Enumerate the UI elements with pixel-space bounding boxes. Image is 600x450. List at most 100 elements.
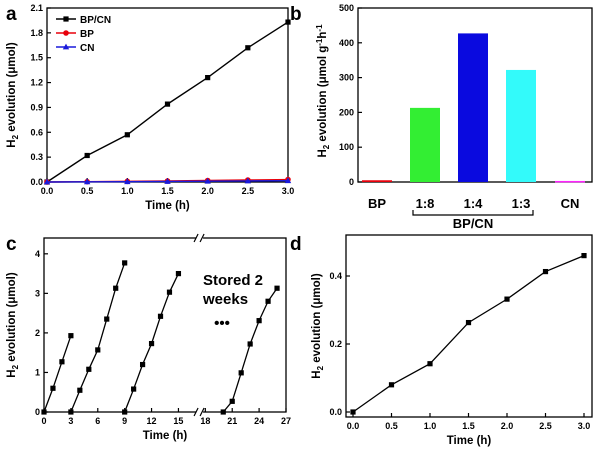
panel-c-x-axis-label: Time (h) <box>143 430 188 442</box>
data-point <box>166 289 173 295</box>
bar-cn <box>555 180 585 183</box>
category-label: BP <box>368 196 386 211</box>
x-tick-label: 0.5 <box>81 186 94 196</box>
data-point <box>164 178 171 184</box>
data-point <box>148 340 155 347</box>
x-tick-label: 2.0 <box>201 186 214 196</box>
panel-c-plot-frame <box>43 237 287 413</box>
y-tick-label: 3 <box>35 288 40 298</box>
panel-d-y-axis-label: H2 evolution (μmol) <box>311 273 325 379</box>
data-point <box>274 285 280 291</box>
bar-1-8 <box>410 107 440 182</box>
ylabel-part: -1 <box>315 38 324 46</box>
data-point <box>350 409 356 415</box>
x-tick-label: 2.5 <box>242 186 255 196</box>
data-point <box>542 268 549 275</box>
x-tick-label: 24 <box>254 416 264 426</box>
axis-break-gap <box>196 408 204 416</box>
data-point <box>83 178 91 185</box>
x-tick-label: 3 <box>68 416 73 426</box>
category-label: 1:4 <box>464 196 484 211</box>
y-tick-label: 500 <box>339 3 354 13</box>
bar-bp <box>362 180 392 182</box>
y-tick-label: 1 <box>35 367 40 377</box>
data-point <box>175 270 182 277</box>
data-point <box>59 359 65 365</box>
data-point <box>238 370 244 376</box>
x-tick-label: 1.0 <box>424 421 437 431</box>
y-tick-label: 1.5 <box>30 53 43 63</box>
y-tick-label: 2 <box>35 328 40 338</box>
ylabel-part: -1 <box>315 24 324 32</box>
bar-1-3 <box>506 69 536 182</box>
data-point <box>122 260 128 266</box>
legend-label: BP/CN <box>80 15 111 26</box>
ylabel-text: evolution (μmol) <box>311 273 323 366</box>
panel-d-line-chart: 0.0 0.5 1.0 1.5 2.0 2.5 3.0 0.0 0.2 0.4 Time (h) H2… <box>311 234 593 447</box>
axis-break-mark <box>199 233 205 243</box>
x-tick-label: 9 <box>122 416 127 426</box>
data-point <box>157 313 164 319</box>
y-tick-label: 4 <box>35 249 40 259</box>
legend-marker <box>62 43 70 50</box>
y-tick-label: 0.9 <box>30 102 43 112</box>
data-point <box>164 101 171 107</box>
category-label: CN <box>561 196 580 211</box>
ylabel-h: H <box>311 370 323 378</box>
y-tick-label: 0.4 <box>329 271 342 281</box>
legend-marker <box>63 16 69 22</box>
y-tick-label: 200 <box>339 107 354 117</box>
data-point <box>84 152 90 159</box>
y-tick-label: 300 <box>339 73 354 83</box>
ylabel-text: evolution (μmol) <box>6 272 18 365</box>
panel-c-label: c <box>6 234 17 255</box>
legend-label: BP <box>80 29 94 40</box>
y-tick-label: 0 <box>35 407 40 417</box>
axis-break-mark <box>193 407 199 417</box>
data-point <box>204 177 211 184</box>
y-tick-label: 0.2 <box>329 339 342 349</box>
data-point <box>86 366 92 372</box>
data-point <box>247 341 253 347</box>
data-point <box>265 298 271 304</box>
x-tick-label: 21 <box>227 416 237 426</box>
x-tick-label: 2.5 <box>539 421 552 431</box>
x-tick-label: 3.0 <box>578 421 591 431</box>
data-point <box>205 75 211 81</box>
panel-d-x-axis-label: Time (h) <box>447 435 492 447</box>
x-tick-label: 0.0 <box>41 186 54 196</box>
x-tick-label: 0 <box>41 416 46 426</box>
y-tick-label: 0 <box>349 177 354 187</box>
panel-b-label: b <box>290 4 302 25</box>
x-tick-label: 1.5 <box>161 186 174 196</box>
data-point <box>465 319 472 326</box>
ylabel-subscript: 2 <box>11 364 20 369</box>
data-point <box>95 347 101 353</box>
data-point <box>229 398 235 404</box>
series-line <box>352 254 585 413</box>
data-point <box>220 409 226 415</box>
ylabel-part: h <box>317 32 329 39</box>
ylabel-subscript: 2 <box>316 365 325 370</box>
bar-1-4 <box>458 33 488 183</box>
ylabel-text: evolution (μmol g <box>317 46 329 145</box>
x-tick-label: 2.0 <box>501 421 514 431</box>
panel-d-plot-frame <box>345 234 593 418</box>
x-tick-label: 0.5 <box>385 421 398 431</box>
category-label: 1:8 <box>416 196 435 211</box>
x-tick-label: 15 <box>173 416 183 426</box>
data-point <box>68 409 74 415</box>
data-point <box>43 178 51 185</box>
panel-a-y-axis-label: H2 evolution (μmol) <box>6 42 20 148</box>
data-point <box>68 333 74 339</box>
data-point <box>77 387 83 393</box>
ylabel-subscript: 2 <box>11 134 20 139</box>
cycle-1-line <box>43 335 72 413</box>
panel-b-bar-chart: 0 100 200 300 400 500 BP 1:8 1:4 1:3 CN BP/CN H2 evo… <box>315 3 593 231</box>
data-point <box>124 132 130 138</box>
y-tick-label: 1.2 <box>30 78 43 88</box>
axis-break-gap <box>196 234 204 242</box>
y-tick-label: 400 <box>339 38 354 48</box>
ylabel-h: H <box>6 369 18 377</box>
